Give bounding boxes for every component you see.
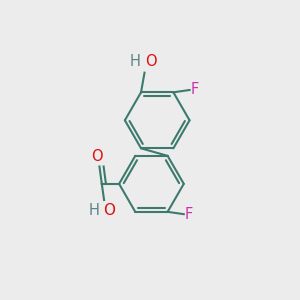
Text: F: F [191,82,199,98]
Text: H: H [88,203,99,218]
Text: O: O [145,53,157,68]
Text: F: F [185,207,193,222]
Text: H: H [130,53,140,68]
Text: O: O [103,203,115,218]
Text: O: O [91,149,103,164]
